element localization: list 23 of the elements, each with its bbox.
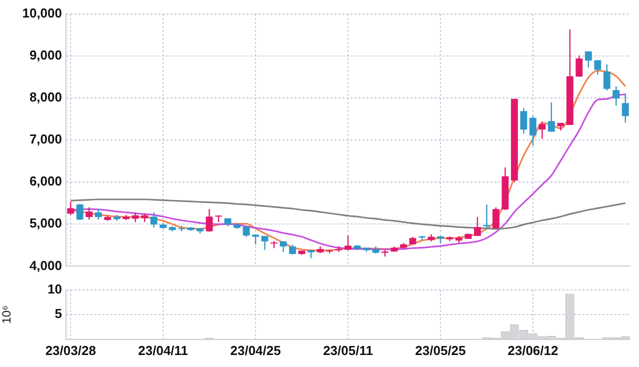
y-tick-label: 7,000 bbox=[29, 132, 62, 147]
candlestick bbox=[464, 233, 472, 240]
x-tick-label: 23/04/25 bbox=[230, 342, 281, 358]
candlestick bbox=[76, 203, 84, 221]
y-tick-label: 6,000 bbox=[29, 174, 62, 189]
candlestick bbox=[252, 234, 260, 245]
y-tick-label: 5,000 bbox=[29, 216, 62, 231]
y-tick-label: 10 bbox=[48, 281, 62, 296]
x-tick-label: 23/05/25 bbox=[415, 342, 466, 358]
x-tick-label: 23/03/28 bbox=[45, 342, 96, 358]
candlestick bbox=[594, 60, 602, 76]
candlestick bbox=[344, 234, 352, 251]
y-axis-title: 10⁶ bbox=[0, 305, 14, 324]
x-tick-label: 23/05/11 bbox=[323, 342, 373, 358]
y-tick-label: 10,000 bbox=[22, 6, 62, 21]
candlestick bbox=[446, 236, 454, 242]
y-tick-label: 5 bbox=[54, 306, 62, 322]
candlestick bbox=[483, 204, 490, 230]
x-tick-label: 23/06/12 bbox=[508, 342, 558, 358]
y-tick-label: 9,000 bbox=[29, 48, 62, 63]
y-tick-label: 4,000 bbox=[29, 258, 62, 273]
x-tick-label: 23/04/11 bbox=[138, 342, 188, 358]
y-tick-label: 8,000 bbox=[29, 90, 62, 105]
